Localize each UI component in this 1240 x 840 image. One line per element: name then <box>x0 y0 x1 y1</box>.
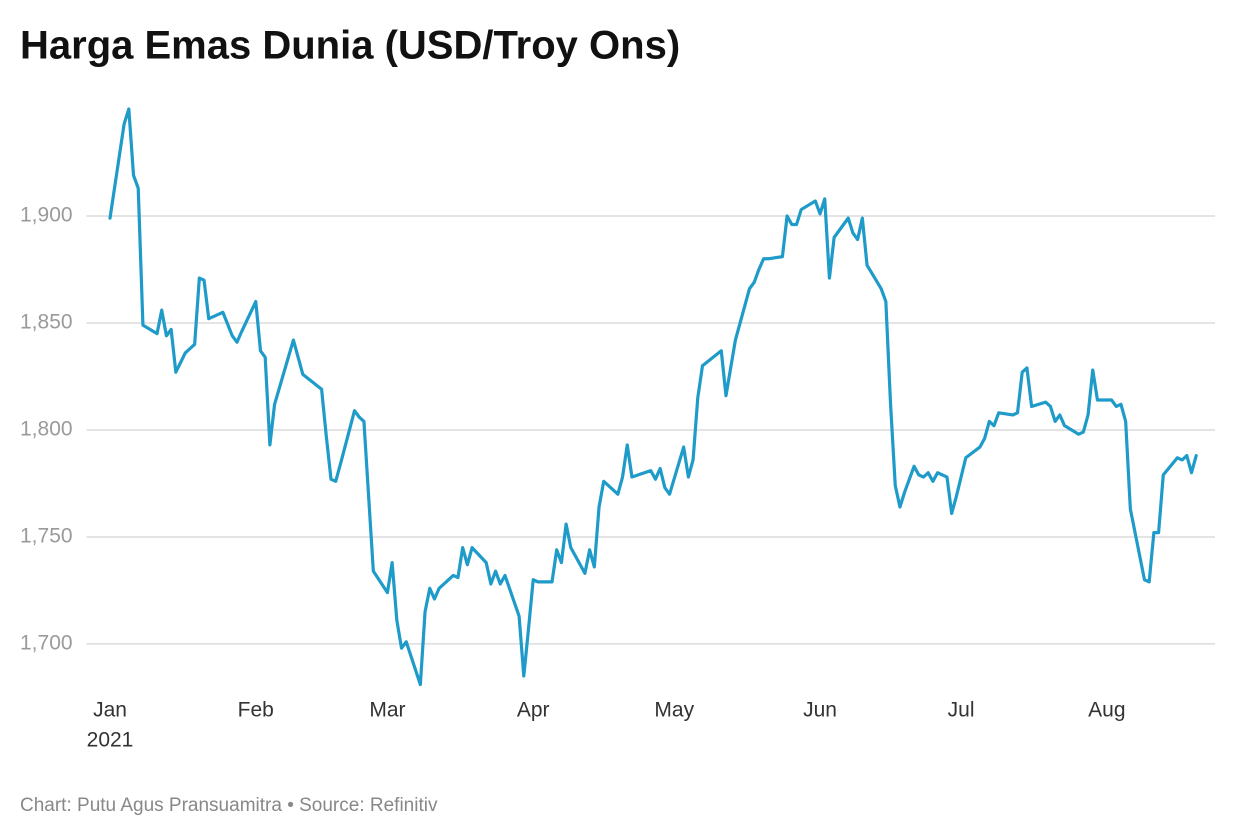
x-tick-label: Feb <box>238 699 274 722</box>
y-tick-label: 1,850 <box>20 311 73 334</box>
x-tick-label: Mar <box>369 699 405 722</box>
footer: Chart: Putu Agus Pransuamitra • Source: … <box>20 795 438 816</box>
price-line <box>108 107 1198 687</box>
y-tick-label: 1,800 <box>20 418 73 441</box>
x-tick-label: Jun <box>803 699 837 722</box>
x-tick-label: Aug <box>1088 699 1125 722</box>
x-tick-label: Jan <box>93 699 127 722</box>
y-tick-label: 1,750 <box>20 524 73 547</box>
x-tick-label: Jul <box>948 699 975 722</box>
x-sublabel: 2021 <box>87 729 134 752</box>
chart-title: Harga Emas Dunia (USD/Troy Ons) <box>20 24 680 68</box>
y-tick-label: 1,700 <box>20 631 73 654</box>
x-tick-label: Apr <box>517 699 550 722</box>
x-tick-label: May <box>654 699 694 722</box>
y-tick-label: 1,900 <box>20 204 73 227</box>
